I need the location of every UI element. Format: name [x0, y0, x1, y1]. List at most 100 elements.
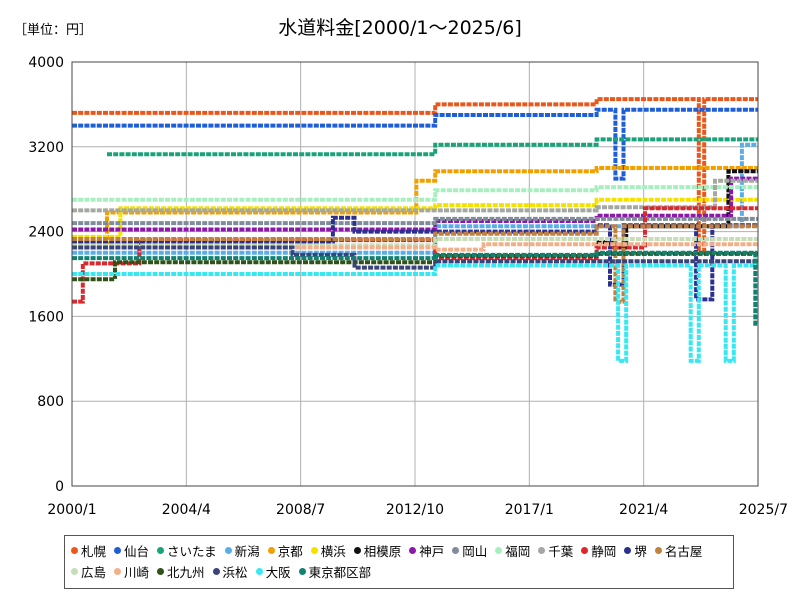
- series-仙台: [72, 107, 758, 181]
- series-岡山: [72, 216, 758, 226]
- x-tick-label: 2000/1: [47, 502, 96, 518]
- legend-label: 東京都区部: [308, 565, 372, 580]
- y-tick-label: 1600: [28, 309, 64, 325]
- x-tick-label: 2017/1: [505, 502, 554, 518]
- legend-marker: [624, 547, 632, 554]
- legend-label: 川崎: [124, 565, 150, 580]
- x-tick-label: 2025/7: [739, 502, 788, 518]
- legend-item: 千葉: [538, 540, 573, 561]
- legend-marker: [224, 547, 232, 554]
- legend-item: 相模原: [353, 540, 402, 561]
- legend-item: 札幌: [71, 540, 106, 561]
- legend-item: 川崎: [114, 561, 149, 582]
- series-千葉: [72, 178, 758, 213]
- legend-marker: [298, 568, 306, 575]
- legend-item: 静岡: [581, 540, 616, 561]
- y-tick-label: 2400: [28, 225, 64, 241]
- x-tick-label: 2004/4: [162, 502, 211, 518]
- plot-border: [71, 61, 759, 487]
- legend-item: 北九州: [157, 561, 205, 582]
- x-tick-label: 2021/4: [619, 502, 668, 518]
- legend-item: 新潟: [224, 540, 260, 561]
- legend-label: 名古屋: [664, 544, 703, 559]
- series-札幌: [72, 97, 758, 255]
- series-浜松: [72, 245, 758, 270]
- series-line: [72, 97, 758, 255]
- legend-label: 浜松: [222, 565, 248, 580]
- series-line: [72, 245, 758, 270]
- legend-item: 仙台: [114, 540, 149, 561]
- legend-marker: [538, 547, 546, 554]
- series-さいたま: [107, 137, 758, 157]
- legend-marker: [71, 547, 78, 554]
- series-堺: [72, 215, 758, 302]
- legend-label: 千葉: [548, 544, 574, 559]
- x-tick-label: 2008/7: [276, 502, 325, 518]
- legend-label: 新潟: [234, 544, 260, 559]
- y-axis-ticks: 0 800 1600 2400 3200 4000: [28, 55, 64, 495]
- series-横浜: [72, 197, 758, 239]
- legend-marker: [310, 547, 318, 554]
- legend-label: 相模原: [363, 544, 402, 559]
- series-福岡: [72, 185, 758, 202]
- legend-label: さいたま: [167, 544, 217, 559]
- legend-label: 大阪: [265, 565, 291, 580]
- series-京都: [72, 166, 758, 245]
- legend-label: 北九州: [167, 565, 205, 580]
- legend-marker: [581, 547, 589, 554]
- legend-marker: [495, 547, 503, 554]
- legend-item: さいたま: [157, 540, 217, 561]
- x-tick-label: 2012/10: [386, 502, 444, 518]
- legend-marker: [71, 568, 78, 575]
- legend-label: 静岡: [591, 544, 617, 559]
- legend-marker: [409, 547, 417, 554]
- y-tick-label: 800: [37, 394, 64, 410]
- legend-item: 神戸: [409, 540, 444, 561]
- series-line: [72, 263, 758, 363]
- legend-label: 福岡: [505, 544, 531, 559]
- legend-marker: [255, 568, 263, 575]
- y-tick-label: 0: [55, 479, 64, 495]
- series-line: [72, 224, 758, 304]
- legend-marker: [114, 568, 122, 575]
- y-tick-label: 4000: [28, 55, 64, 71]
- series-layer: [72, 97, 758, 363]
- series-line: [72, 178, 758, 213]
- legend-marker: [353, 547, 361, 554]
- series-line: [72, 216, 758, 226]
- series-line: [72, 197, 758, 239]
- legend-item: 東京都区部: [298, 561, 372, 582]
- series-大阪: [72, 263, 758, 363]
- unit-label: ［単位：円］: [14, 22, 92, 38]
- series-line: [72, 142, 758, 255]
- legend-item: 横浜: [310, 540, 346, 561]
- series-新潟: [72, 142, 758, 255]
- legend-marker: [157, 568, 165, 575]
- series-line: [72, 166, 758, 245]
- legend-marker: [212, 568, 220, 575]
- legend-label: 広島: [81, 565, 107, 580]
- legend-marker: [114, 547, 122, 554]
- legend-item: 名古屋: [654, 540, 703, 561]
- legend: 札幌 仙台 さいたま 新潟 京都 横浜 相模原 神戸 岡山 福岡 千葉 静岡 堺 名古屋広島 川崎 北九州 浜松…: [64, 535, 734, 589]
- legend-marker: [157, 547, 165, 554]
- series-広島: [72, 237, 758, 248]
- legend-item: 浜松: [212, 561, 248, 582]
- legend-label: 神戸: [419, 544, 445, 559]
- legend-label: 横浜: [320, 544, 346, 559]
- legend-label: 堺: [634, 544, 647, 559]
- legend-item: 堺: [624, 540, 647, 561]
- legend-item: 福岡: [495, 540, 530, 561]
- legend-item: 大阪: [255, 561, 291, 582]
- series-line: [107, 137, 758, 157]
- series-line: [72, 237, 758, 248]
- series-line: [72, 250, 758, 326]
- legend-label: 京都: [277, 544, 303, 559]
- series-line: [72, 215, 758, 302]
- legend-label: 仙台: [124, 544, 150, 559]
- chart-title: 水道料金[2000/1～2025/6]: [278, 17, 522, 39]
- y-tick-label: 3200: [28, 140, 64, 156]
- legend-item: 岡山: [452, 540, 487, 561]
- legend-item: 広島: [71, 561, 106, 582]
